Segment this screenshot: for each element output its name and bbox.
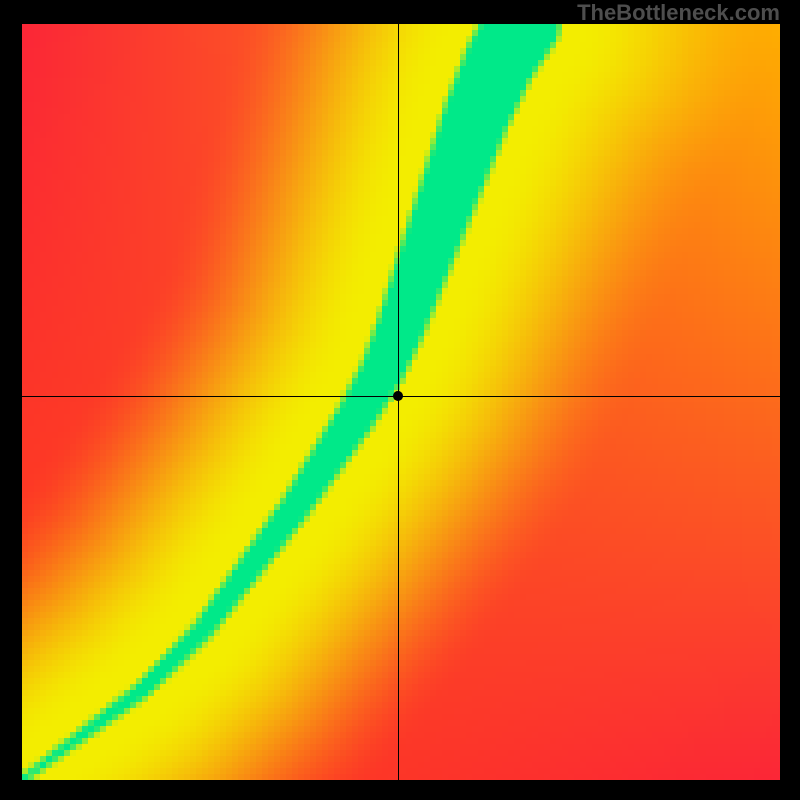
heatmap-canvas bbox=[0, 0, 800, 800]
chart-container: TheBottleneck.com bbox=[0, 0, 800, 800]
watermark-text: TheBottleneck.com bbox=[577, 0, 780, 26]
